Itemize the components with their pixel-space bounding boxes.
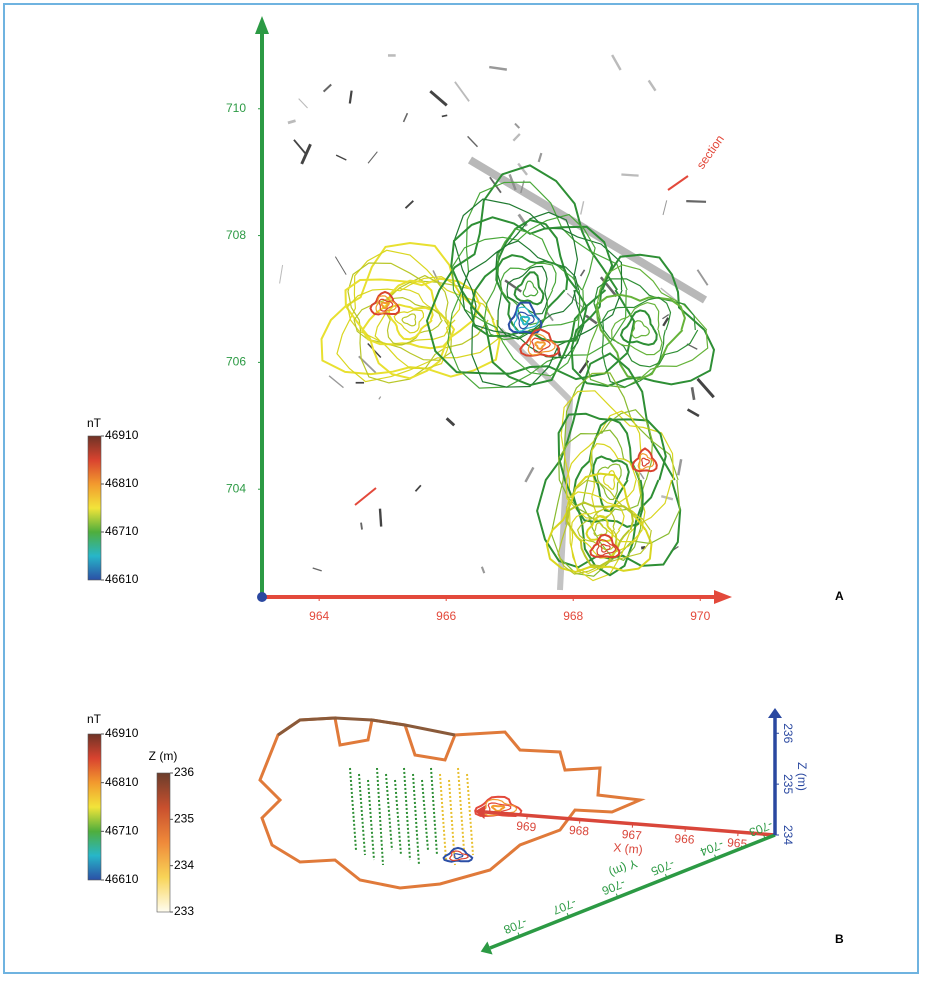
- x-tick-label: 970: [690, 609, 710, 623]
- terrain-stroke: [621, 175, 638, 176]
- x-tick-label: 964: [309, 609, 329, 623]
- colorbar-tick-label: 234: [174, 858, 194, 872]
- colorbar-tick-label: 46610: [105, 572, 139, 586]
- panel-label: A: [835, 589, 844, 603]
- terrain-stroke: [442, 115, 447, 116]
- panel-label: B: [835, 932, 844, 946]
- terrain-stroke: [686, 201, 706, 202]
- axis-3d-label: Z (m): [795, 762, 809, 791]
- axis-3d-tick-label: 234: [781, 825, 795, 845]
- colorbar-title: nT: [87, 416, 102, 430]
- colorbar-title: nT: [87, 712, 102, 726]
- y-tick-label: 704: [226, 481, 246, 495]
- y-tick-label: 710: [226, 101, 246, 115]
- colorbar-tick-label: 46910: [105, 726, 139, 740]
- colorbar-tick-label: 46710: [105, 524, 139, 538]
- axis-3d-tick-label: 968: [568, 823, 589, 839]
- colorbar-title: Z (m): [149, 749, 178, 763]
- colorbar-tick-label: 236: [174, 765, 194, 779]
- axis-3d-tick-label: 966: [674, 831, 695, 847]
- x-tick-label: 968: [563, 609, 583, 623]
- terrain-stroke: [361, 523, 362, 530]
- axis-3d-tick-label: 235: [781, 774, 795, 794]
- colorbar-tick-label: 46610: [105, 872, 139, 886]
- colorbar-tick-label: 46810: [105, 775, 139, 789]
- colorbar-tick-label: 235: [174, 812, 194, 826]
- y-tick-label: 708: [226, 228, 246, 242]
- colorbar-tick-label: 46810: [105, 476, 139, 490]
- terrain-stroke: [380, 509, 381, 527]
- y-tick-label: 706: [226, 355, 246, 369]
- axis-3d-tick-label: 969: [516, 819, 537, 835]
- colorbar-tick-label: 46910: [105, 428, 139, 442]
- colorbar-tick-label: 233: [174, 904, 194, 918]
- axis-3d-tick-label: 236: [781, 723, 795, 743]
- axis-3d-label: X (m): [613, 840, 643, 856]
- colorbar: [88, 436, 101, 580]
- colorbar: [88, 734, 101, 880]
- colorbar: [157, 773, 170, 912]
- x-tick-label: 966: [436, 609, 456, 623]
- origin: [257, 592, 267, 602]
- colorbar-tick-label: 46710: [105, 824, 139, 838]
